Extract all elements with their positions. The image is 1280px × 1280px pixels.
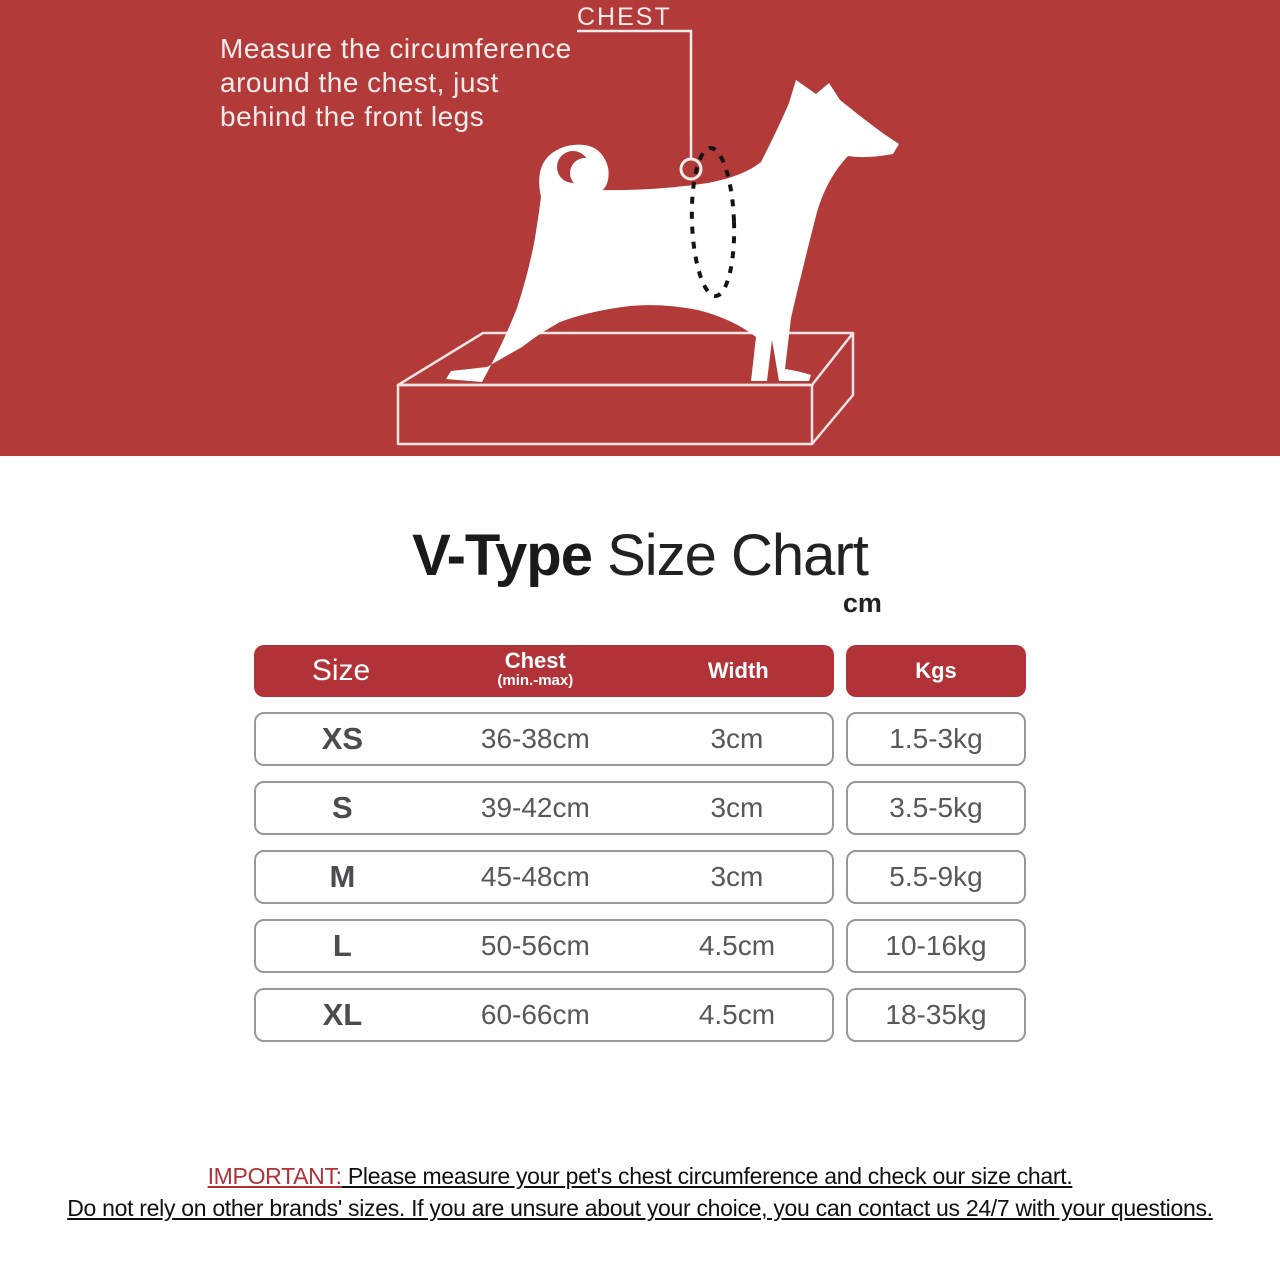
kgs-value: 5.5-9kg xyxy=(846,850,1026,904)
chest-value: 60-66cm xyxy=(480,999,590,1030)
chest-value: 36-38cm xyxy=(480,723,590,754)
header-width: Width xyxy=(707,658,769,683)
disclaimer: IMPORTANT: Please measure your pet's che… xyxy=(0,1160,1280,1224)
size-value: S xyxy=(332,790,353,825)
page-title: Size Chart xyxy=(591,523,869,588)
kgs-value: 18-35kg xyxy=(846,988,1026,1042)
chest-label: CHEST xyxy=(577,3,672,31)
kgs-value: 10-16kg xyxy=(846,919,1026,973)
chest-measure-ellipse xyxy=(689,146,737,298)
instruction-line: around the chest, just xyxy=(220,67,499,98)
unit-label: cm xyxy=(842,588,882,618)
size-value: XS xyxy=(321,721,364,756)
dog-measure-illustration xyxy=(396,29,899,446)
important-label: IMPORTANT: xyxy=(207,1163,342,1189)
size-chart-title-area: V-Type Size Chart cm xyxy=(0,522,1280,618)
header-size: Size xyxy=(311,654,371,687)
header-kgs: Kgs xyxy=(846,645,1026,697)
disclaimer-line-2: Do not rely on other brands' sizes. If y… xyxy=(0,1192,1280,1224)
width-value: 4.5cm xyxy=(698,930,776,961)
kgs-value: 3.5-5kg xyxy=(846,781,1026,835)
instruction-line: behind the front legs xyxy=(220,101,485,132)
tail-curl-cover xyxy=(570,158,600,188)
kgs-value: 1.5-3kg xyxy=(846,712,1026,766)
table-row: XS 36-38cm 3cm 1.5-3kg xyxy=(254,712,1026,766)
product-name: V-Type xyxy=(412,523,593,588)
chest-value: 50-56cm xyxy=(480,930,590,961)
width-value: 3cm xyxy=(710,861,764,892)
table-row: M 45-48cm 3cm 5.5-9kg xyxy=(254,850,1026,904)
header-chest-sub: (min.-max) xyxy=(497,672,574,689)
size-table: Size Chest (min.-max) Width Kgs XS 36-38… xyxy=(254,645,1026,1042)
chest-value: 39-42cm xyxy=(480,792,590,823)
table-row: S 39-42cm 3cm 3.5-5kg xyxy=(254,781,1026,835)
size-value: M xyxy=(329,859,356,894)
width-value: 3cm xyxy=(710,723,764,754)
chest-value: 45-48cm xyxy=(480,861,590,892)
table-header-main: Size Chest (min.-max) Width xyxy=(254,645,834,697)
measurement-banner: CHEST Measure the circumference around t… xyxy=(0,0,1280,456)
header-chest: Chest (min.-max) xyxy=(428,648,643,691)
width-value: 4.5cm xyxy=(698,999,776,1030)
instruction-line: Measure the circumference xyxy=(220,33,572,64)
header-chest-label: Chest xyxy=(504,648,566,673)
table-row: XL 60-66cm 4.5cm 18-35kg xyxy=(254,988,1026,1042)
disclaimer-line-1-text: Please measure your pet's chest circumfe… xyxy=(341,1163,1073,1189)
dog-silhouette xyxy=(446,80,899,382)
chest-leader-line xyxy=(577,29,693,158)
disclaimer-line-2-text: Do not rely on other brands' sizes. If y… xyxy=(67,1195,1213,1221)
table-row: L 50-56cm 4.5cm 10-16kg xyxy=(254,919,1026,973)
chest-leader-dot xyxy=(679,157,703,181)
disclaimer-line-1: IMPORTANT: Please measure your pet's che… xyxy=(0,1160,1280,1192)
front-leg-gap xyxy=(767,340,779,381)
measure-instruction: Measure the circumference around the che… xyxy=(220,32,572,134)
table-header-row: Size Chest (min.-max) Width Kgs xyxy=(254,645,1026,697)
width-value: 3cm xyxy=(710,792,764,823)
measurement-box-wireframe xyxy=(396,331,855,446)
size-value: XL xyxy=(322,997,363,1032)
size-value: L xyxy=(332,928,352,963)
